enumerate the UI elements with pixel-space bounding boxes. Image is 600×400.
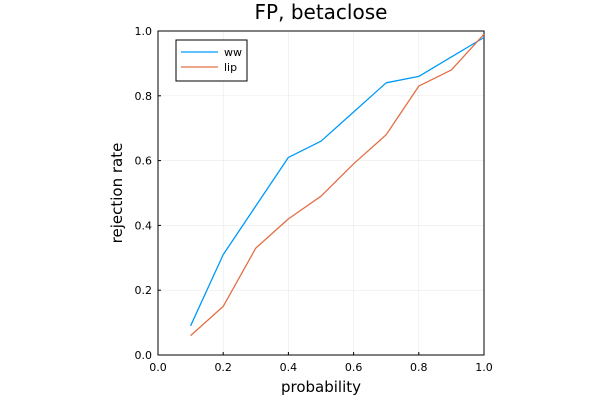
legend-label-lip: lip [224, 61, 237, 74]
legend: ww lip [175, 39, 248, 82]
x-axis-ticks: 0.0 0.2 0.4 0.6 0.8 1.0 [149, 352, 493, 374]
x-tick-label: 0.2 [214, 361, 232, 374]
x-axis-label: probability [281, 378, 361, 396]
y-tick-label: 0.0 [135, 349, 153, 362]
x-tick-label: 0.6 [345, 361, 363, 374]
series-line-ww [190, 36, 485, 327]
y-axis-ticks: 0.0 0.2 0.4 0.6 0.8 1.0 [135, 25, 161, 362]
y-tick-label: 0.6 [135, 155, 153, 168]
legend-box [175, 39, 248, 82]
x-tick-label: 0.4 [280, 361, 298, 374]
y-tick-label: 0.8 [135, 90, 153, 103]
x-tick-label: 1.0 [475, 361, 493, 374]
y-axis-label: rejection rate [108, 143, 126, 244]
y-tick-label: 1.0 [135, 25, 153, 38]
series-line-lip [190, 33, 485, 337]
series-lines [190, 33, 485, 337]
x-tick-label: 0.0 [149, 361, 167, 374]
chart-title: FP, betaclose [255, 0, 388, 24]
plot-frame [157, 30, 485, 356]
legend-label-ww: ww [224, 46, 242, 59]
y-tick-label: 0.2 [135, 284, 153, 297]
x-tick-label: 0.8 [410, 361, 428, 374]
y-tick-label: 0.4 [135, 219, 153, 232]
